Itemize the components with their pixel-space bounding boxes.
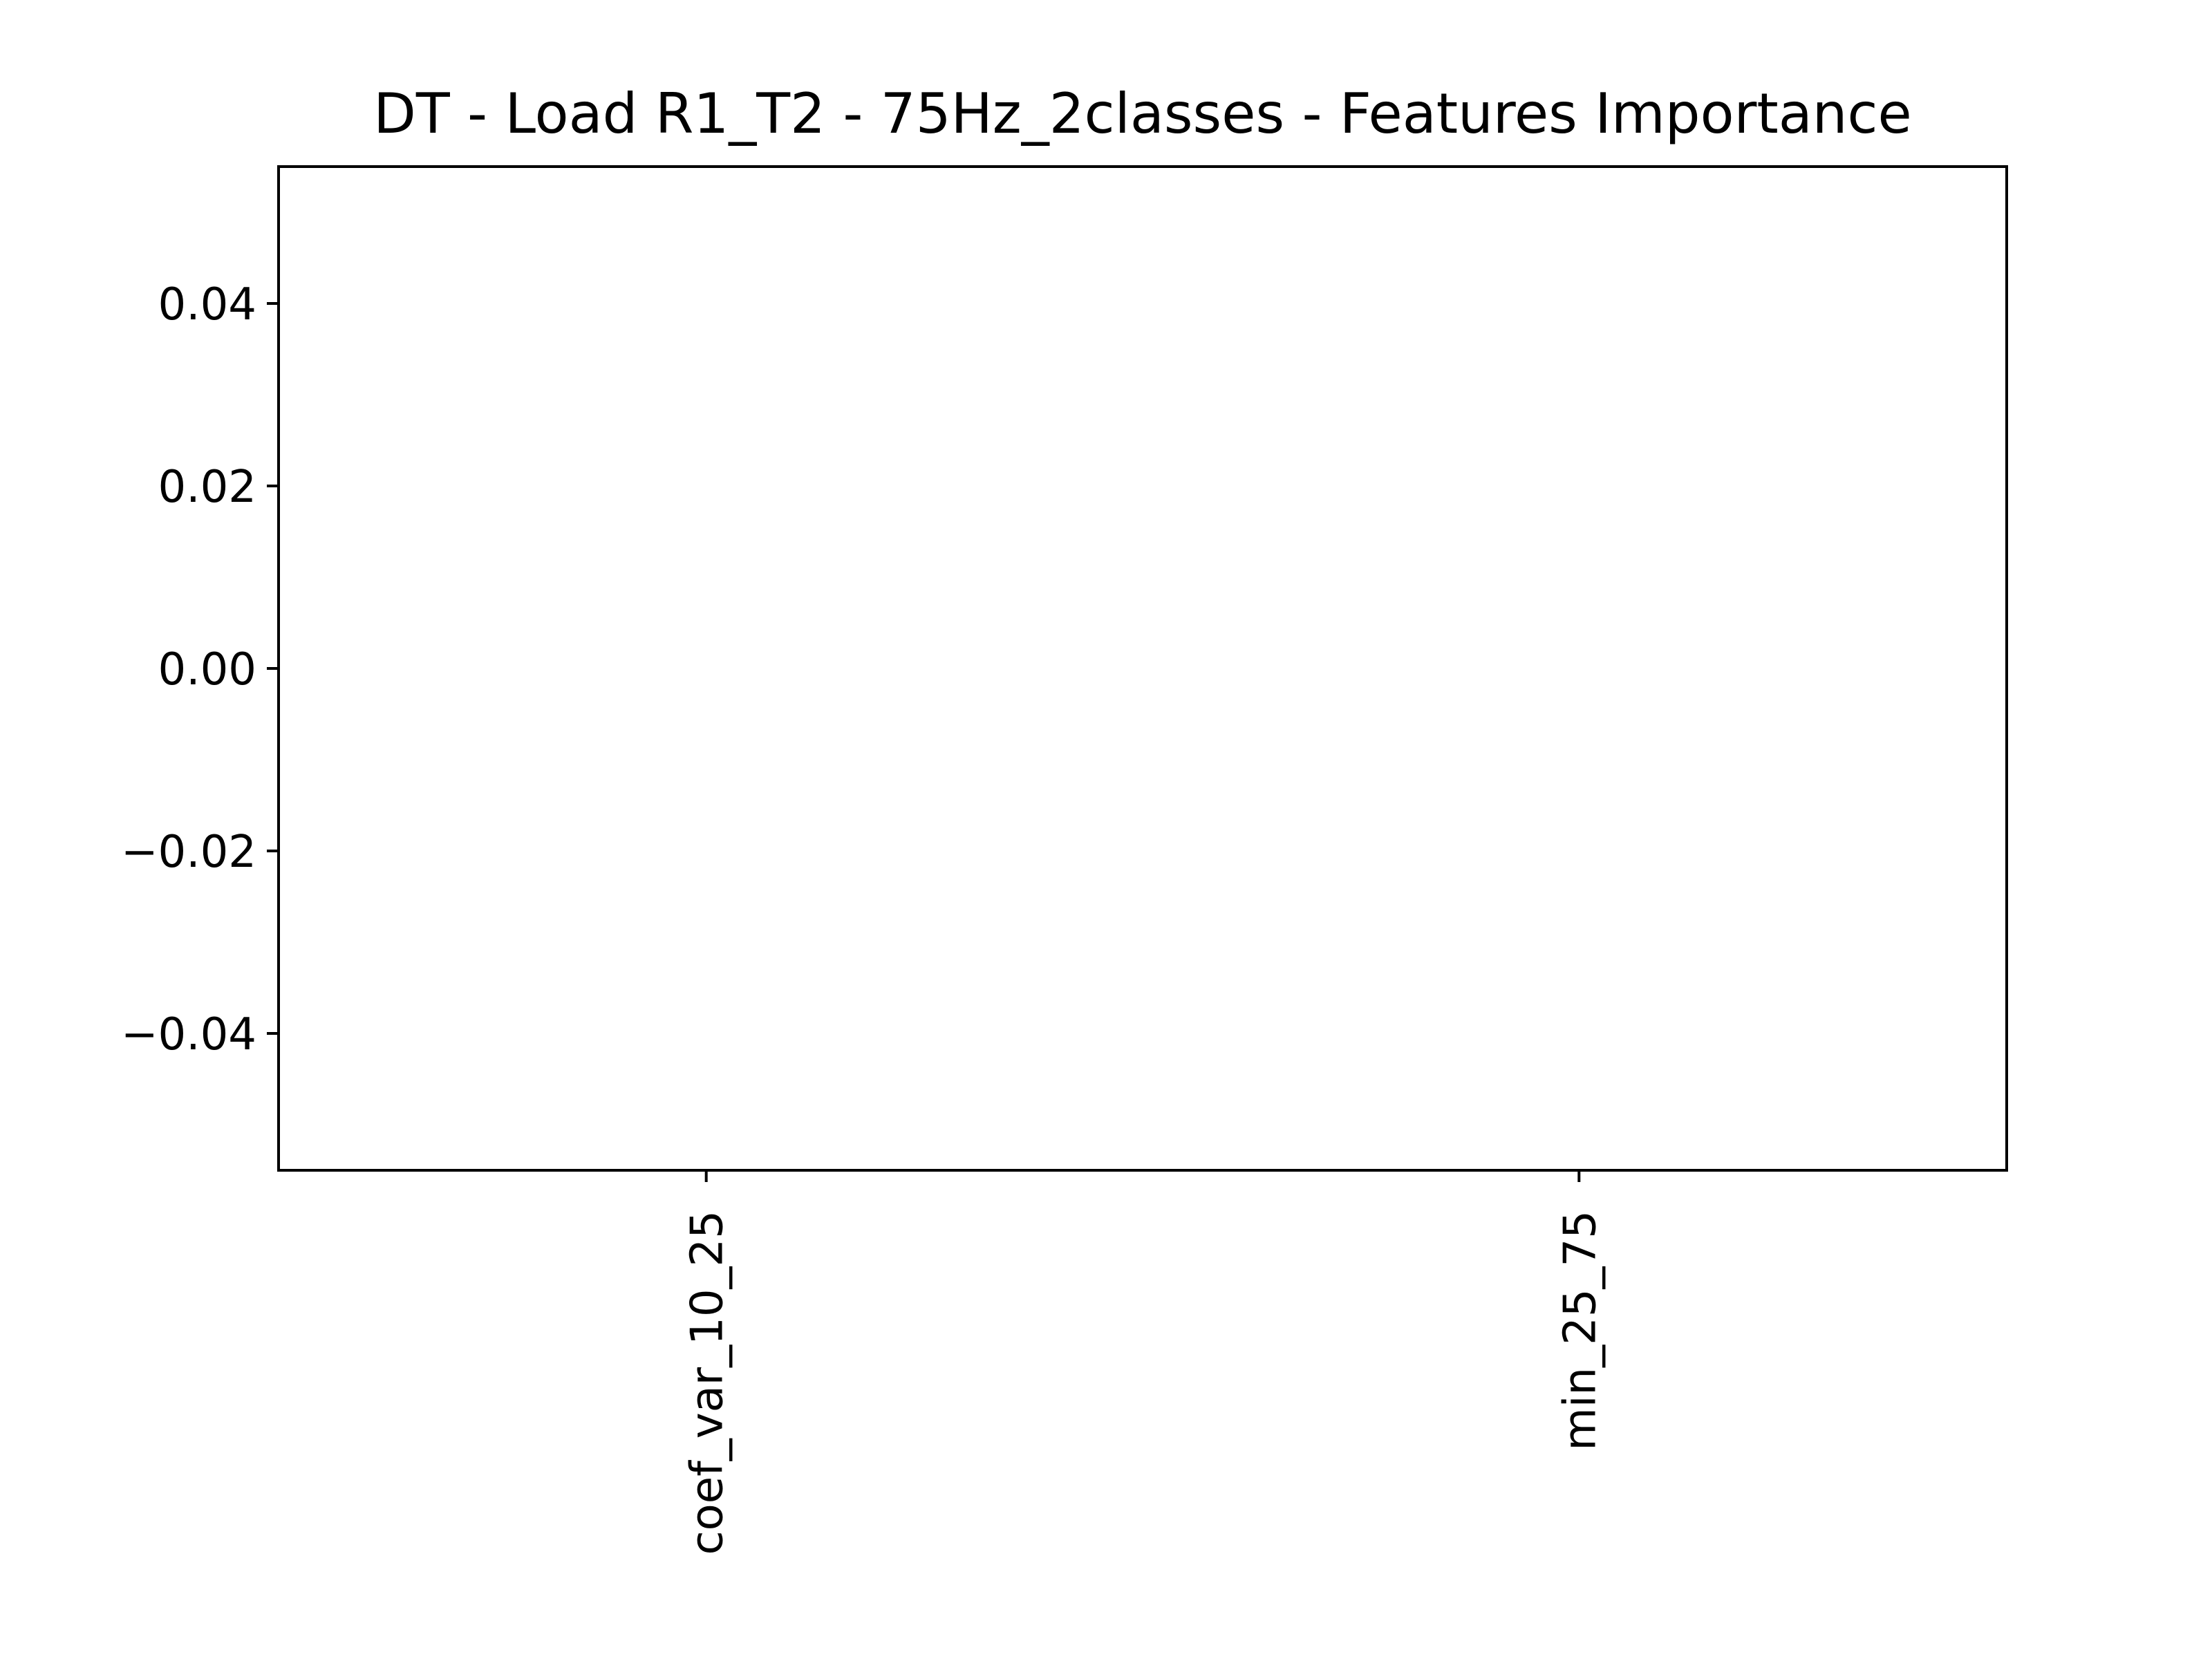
y-tick-label: 0.02 — [158, 462, 257, 513]
x-tick-label: min_25_75 — [1555, 1210, 1606, 1451]
axes-frame — [277, 165, 2008, 1172]
chart-title: DT - Load R1_T2 - 75Hz_2classes - Featur… — [373, 82, 1911, 146]
y-tick-label: −0.02 — [121, 827, 256, 878]
y-tick-label: 0.00 — [158, 644, 257, 695]
x-axis: coef_var_10_25 min_25_75 — [682, 1170, 1606, 1555]
y-tick-label: −0.04 — [121, 1009, 256, 1060]
y-tick-label: 0.04 — [158, 279, 257, 330]
x-tick-label: coef_var_10_25 — [682, 1210, 733, 1555]
y-axis: −0.04 −0.02 0.00 0.02 0.04 — [121, 279, 279, 1060]
